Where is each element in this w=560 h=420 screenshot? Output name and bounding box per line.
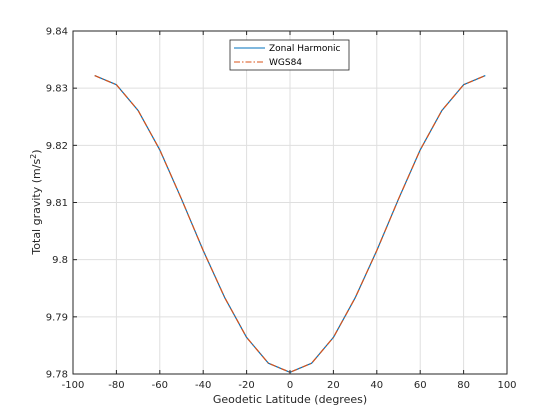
y-tick-label: 9.79 [46,312,68,323]
y-axis-label-main: Total gravity (m/s [30,159,43,256]
y-tick-label: 9.84 [46,27,68,38]
series-line-wgs84 [94,75,486,373]
x-tick-label: -20 [238,380,254,391]
x-tick-label: 20 [327,380,340,391]
y-tick-label: 9.82 [46,141,68,152]
x-tick-label: -60 [152,380,168,391]
x-tick-label: -80 [108,380,124,391]
y-tick-label: 9.8 [52,255,68,266]
x-tick-label: -100 [62,380,85,391]
y-tick-label: 9.81 [46,198,68,209]
legend: Zonal Harmonic WGS84 [229,39,350,71]
axis-ticks: -100 -80 -60 -40 -20 0 20 40 60 80 100 9.78 9.79 9.8 9… [46,27,517,392]
x-axis-label: Geodetic Latitude (degrees) [213,393,367,406]
x-tick-label: 60 [414,380,427,391]
y-axis-label: Total gravity (m/s2) [29,149,43,255]
y-axis-label-superscript: 2 [29,154,38,159]
x-tick-label: 80 [457,380,470,391]
legend-box [229,39,350,71]
y-tick-label: 9.78 [46,370,68,381]
x-tick-label: 100 [497,380,516,391]
y-tick-label: 9.83 [46,84,68,95]
y-axis-label-end: ) [30,149,43,153]
x-tick-label: -40 [195,380,211,391]
x-tick-label: 40 [370,380,383,391]
x-tick-label: 0 [287,380,293,391]
legend-label-zonal-harmonic: Zonal Harmonic [269,44,341,54]
legend-label-wgs84: WGS84 [269,58,302,68]
